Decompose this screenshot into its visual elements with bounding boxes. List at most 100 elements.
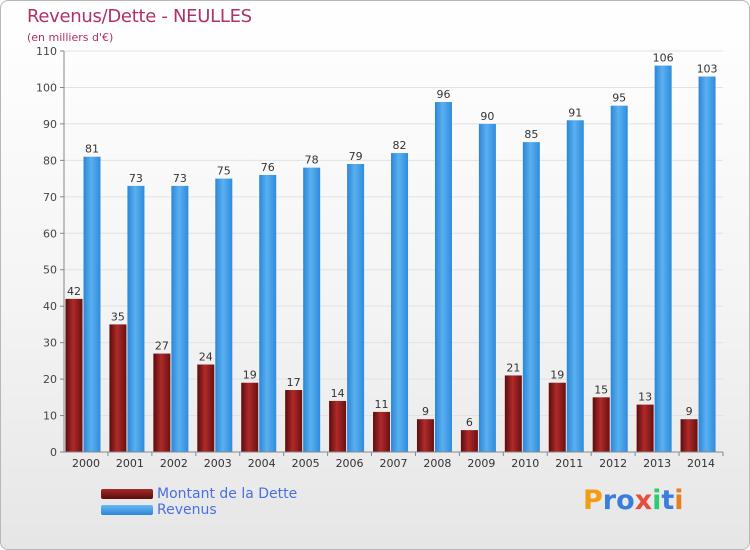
logo-letter: o — [616, 485, 635, 516]
bar-revenue — [83, 156, 101, 452]
data-label-debt: 9 — [686, 405, 693, 418]
bar-debt — [241, 382, 259, 452]
y-tick-label: 60 — [43, 227, 57, 240]
logo-letter: r — [602, 485, 617, 516]
data-label-debt: 17 — [287, 376, 301, 389]
chart-subtitle: (en milliers d'€) — [27, 31, 114, 44]
bar-revenue — [478, 123, 496, 452]
data-label-debt: 21 — [506, 361, 520, 374]
x-tick-label: 2002 — [160, 457, 188, 470]
bar-revenue — [171, 185, 189, 452]
y-tick-label: 40 — [43, 300, 57, 313]
x-tick-label: 2000 — [72, 457, 100, 470]
bar-debt — [636, 404, 654, 452]
bar-debt — [504, 375, 522, 452]
legend-swatch-debt — [101, 489, 153, 499]
x-tick-label: 2014 — [687, 457, 715, 470]
bar-debt — [460, 430, 478, 452]
y-tick-label: 90 — [43, 118, 57, 131]
y-tick-label: 80 — [43, 154, 57, 167]
chart-title: Revenus/Dette - NEULLES — [27, 6, 252, 27]
x-tick-label: 2013 — [643, 457, 671, 470]
bar-debt — [592, 397, 610, 452]
y-tick-label: 10 — [43, 410, 57, 423]
bar-revenue — [434, 102, 452, 452]
data-label-debt: 6 — [466, 416, 473, 429]
x-tick-label: 2001 — [116, 457, 144, 470]
x-tick-label: 2008 — [423, 457, 451, 470]
y-tick-label: 110 — [36, 45, 57, 58]
bar-revenue — [215, 178, 233, 452]
data-label-debt: 24 — [199, 351, 213, 364]
bar-debt — [548, 382, 566, 452]
data-label-revenue: 95 — [612, 92, 626, 105]
bar-revenue — [610, 105, 628, 452]
data-label-revenue: 78 — [305, 154, 319, 167]
y-tick-label: 70 — [43, 191, 57, 204]
y-tick-label: 20 — [43, 373, 57, 386]
bar-debt — [109, 324, 127, 452]
data-label-debt: 27 — [155, 340, 169, 353]
bar-revenue — [522, 142, 540, 453]
bar-revenue — [347, 164, 365, 452]
logo-letter: i — [652, 485, 662, 516]
bar-revenue — [127, 185, 145, 452]
data-label-debt: 19 — [243, 369, 257, 382]
data-label-revenue: 79 — [349, 150, 363, 163]
bar-revenue — [654, 65, 672, 452]
y-tick-label: 50 — [43, 264, 57, 277]
data-label-debt: 9 — [422, 405, 429, 418]
x-tick-label: 2010 — [511, 457, 539, 470]
bar-revenue — [391, 153, 409, 452]
data-label-debt: 14 — [331, 387, 345, 400]
data-label-revenue: 85 — [524, 128, 538, 141]
data-label-debt: 42 — [67, 285, 81, 298]
data-label-debt: 13 — [638, 391, 652, 404]
logo-letter: i — [674, 485, 684, 516]
data-label-revenue: 76 — [261, 161, 275, 174]
bar-debt — [680, 419, 698, 452]
data-label-debt: 11 — [375, 398, 389, 411]
data-label-debt: 35 — [111, 310, 125, 323]
data-label-revenue: 75 — [217, 165, 231, 178]
bar-debt — [65, 298, 83, 452]
bar-debt — [197, 364, 215, 452]
x-tick-label: 2005 — [292, 457, 320, 470]
y-tick-label: 100 — [36, 81, 57, 94]
data-label-debt: 19 — [550, 369, 564, 382]
legend-label-debt: Montant de la Dette — [157, 486, 298, 502]
data-label-revenue: 90 — [480, 110, 494, 123]
data-label-revenue: 73 — [173, 172, 187, 185]
proxiti-logo: Proxiti — [583, 485, 684, 516]
data-label-revenue: 82 — [393, 139, 407, 152]
logo-letter: P — [583, 485, 603, 516]
legend-swatch-revenue — [101, 505, 153, 515]
data-label-revenue: 91 — [568, 106, 582, 119]
x-tick-label: 2007 — [380, 457, 408, 470]
x-tick-label: 2004 — [248, 457, 276, 470]
data-label-revenue: 96 — [436, 88, 450, 101]
bar-debt — [285, 390, 303, 452]
data-label-revenue: 81 — [85, 143, 99, 156]
bar-revenue — [566, 120, 584, 452]
data-label-revenue: 73 — [129, 172, 143, 185]
bar-revenue — [259, 174, 277, 453]
bar-debt — [416, 419, 434, 452]
logo-letter: x — [634, 485, 653, 516]
bar-debt — [329, 400, 347, 452]
bar-debt — [373, 411, 391, 452]
bar-revenue — [303, 167, 321, 452]
y-tick-label: 30 — [43, 337, 57, 350]
data-label-debt: 15 — [594, 383, 608, 396]
x-tick-label: 2011 — [555, 457, 583, 470]
data-label-revenue: 103 — [697, 63, 718, 76]
x-tick-label: 2003 — [204, 457, 232, 470]
logo-letter: t — [661, 485, 675, 516]
x-tick-label: 2009 — [467, 457, 495, 470]
bar-debt — [153, 353, 171, 452]
y-tick-label: 0 — [50, 446, 57, 459]
legend-label-revenue: Revenus — [157, 502, 217, 518]
x-tick-label: 2006 — [336, 457, 364, 470]
